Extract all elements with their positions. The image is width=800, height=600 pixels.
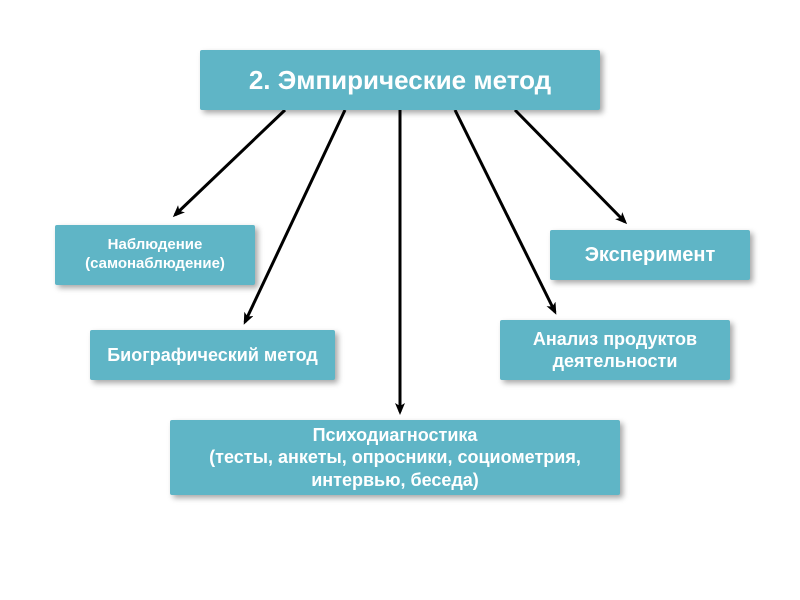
analysis-label: Анализ продуктов деятельности [510,328,720,373]
experiment-label: Эксперимент [585,243,716,268]
observation-node: Наблюдение (самонаблюдение) [55,225,255,285]
root-label: 2. Эмпирические метод [249,64,551,97]
arrow [175,110,285,215]
arrow [455,110,555,312]
arrow [245,110,345,322]
psychodiag-node: Психодиагностика(тесты, анкеты, опросник… [170,420,620,495]
biographic-node: Биографический метод [90,330,335,380]
experiment-node: Эксперимент [550,230,750,280]
biographic-label: Биографический метод [107,344,318,367]
psychodiag-label: Психодиагностика(тесты, анкеты, опросник… [180,424,610,492]
arrow [515,110,625,222]
analysis-node: Анализ продуктов деятельности [500,320,730,380]
root-node: 2. Эмпирические метод [200,50,600,110]
observation-label: Наблюдение (самонаблюдение) [65,236,245,274]
